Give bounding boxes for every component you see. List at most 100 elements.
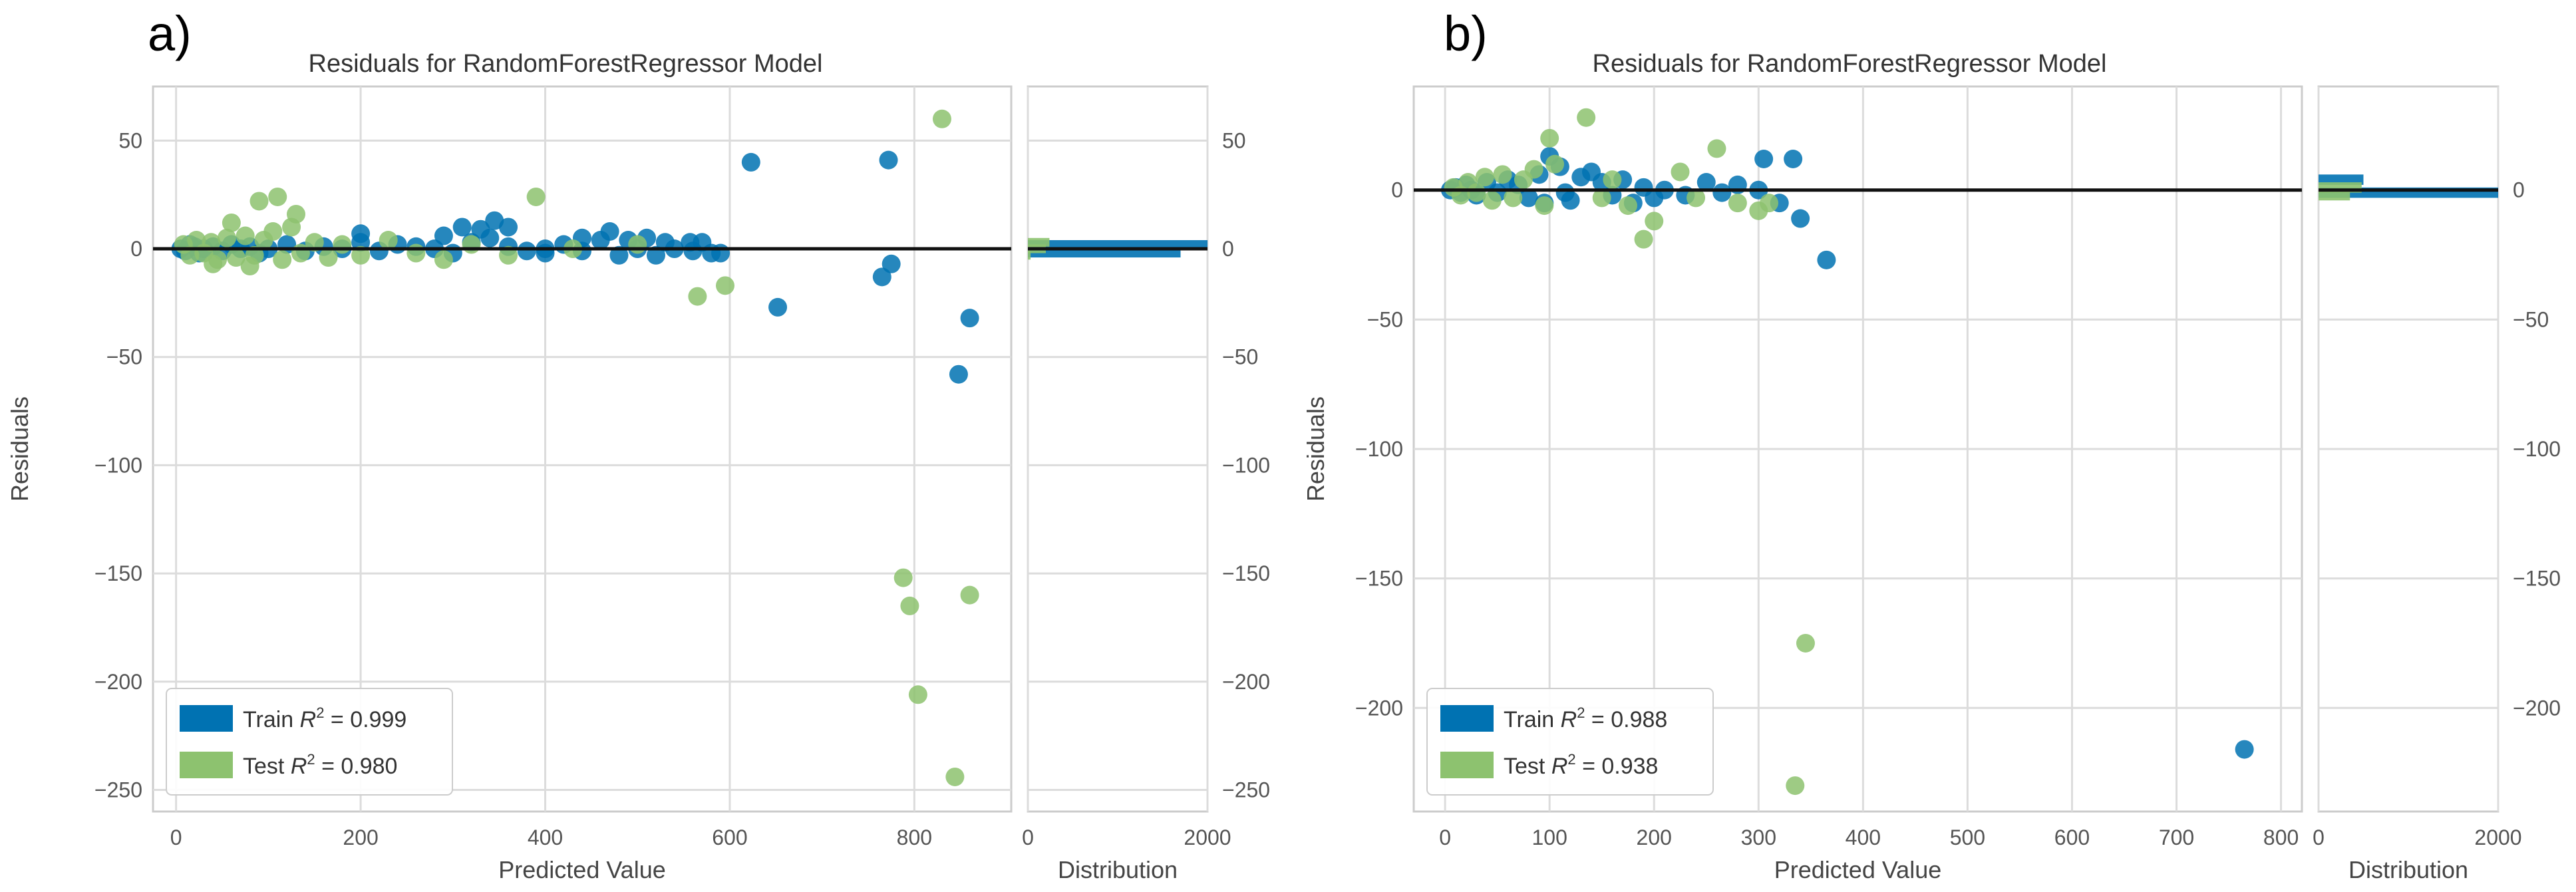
data-point [1603, 170, 1622, 190]
data-point [452, 218, 472, 237]
y-tick-label: −50 [1222, 345, 1258, 369]
data-point [646, 245, 665, 265]
x-tick-label: 300 [1741, 825, 1776, 849]
data-point [2235, 740, 2254, 759]
y-tick-label: −150 [1355, 567, 1403, 591]
data-point [1760, 194, 1778, 213]
panel-label-a: a) [148, 6, 192, 61]
data-point [202, 233, 221, 252]
distribution-plot-area [1027, 85, 1209, 813]
y-tick-label: −150 [94, 561, 142, 585]
data-point [1482, 191, 1502, 210]
data-point [268, 187, 287, 206]
residuals-panel-a: 0 200 400 600 800 50 0 −50 −100 −150 −200 −250 Resid… [6, 50, 1270, 883]
y-tick-label: −50 [106, 345, 142, 369]
y-tick-label: 0 [1222, 237, 1234, 261]
y-tick-label: −250 [94, 778, 142, 802]
data-point [287, 204, 305, 223]
distribution-panel: 0 2000 0 −50 −100 −150 −200 Distribution [2313, 85, 2561, 883]
legend-swatch [1440, 705, 1494, 732]
data-point [1817, 250, 1836, 269]
y-tick-label: −250 [1222, 778, 1270, 802]
legend-entry-label: Test R2 = 0.980 [243, 751, 397, 779]
y-tick-label: 50 [1222, 128, 1246, 152]
data-point [1535, 196, 1554, 216]
y-tick-label: −200 [1355, 696, 1403, 720]
distribution-axis-label: Distribution [2348, 856, 2468, 883]
x-axis-label: Predicted Value [498, 856, 666, 883]
data-point [1784, 150, 1803, 168]
data-point [536, 243, 555, 263]
data-point [499, 218, 518, 237]
residuals-panel-b: 0 100 200 300 400 500 600 700 800 0 −50 −100 −150 −20… [1302, 50, 2561, 883]
y-tick-label: −100 [94, 453, 142, 477]
x-tick-label: 200 [1637, 825, 1672, 849]
data-point [872, 267, 891, 287]
data-point [908, 685, 927, 704]
legend-swatch [1440, 752, 1494, 778]
x-tick-label: 2000 [2474, 825, 2521, 849]
histogram-bar [1028, 240, 1208, 249]
data-point [600, 222, 619, 241]
x-tick-label: 800 [2263, 825, 2299, 849]
data-point [249, 192, 269, 211]
y-axis-label: Residuals [6, 396, 33, 502]
y-axis-label: Residuals [1302, 396, 1329, 502]
data-point [1519, 188, 1538, 208]
series-test [174, 109, 979, 786]
histogram-bar [2319, 190, 2350, 201]
data-point [932, 109, 951, 128]
data-point [949, 365, 968, 384]
legend [1426, 688, 1714, 796]
legend-entry-label: Train R2 = 0.988 [1504, 704, 1667, 732]
legend-swatch [180, 752, 233, 778]
y-tick-label: −200 [94, 670, 142, 694]
legend-swatch [180, 705, 233, 732]
data-point [960, 585, 979, 605]
distribution-axis-label: Distribution [1058, 856, 1178, 883]
data-point [1645, 212, 1664, 231]
data-point [1524, 160, 1543, 179]
data-point [263, 222, 283, 241]
x-tick-label: 500 [1950, 825, 1985, 849]
x-tick-label: 0 [1022, 825, 1034, 849]
data-point [471, 220, 490, 239]
x-tick-label: 600 [2054, 825, 2090, 849]
data-point [526, 187, 546, 206]
data-point [716, 276, 734, 295]
data-point [900, 596, 919, 615]
histogram-bar [1028, 249, 1181, 258]
data-point [462, 235, 481, 254]
data-point [711, 243, 730, 263]
data-point [1671, 162, 1690, 182]
data-point [217, 228, 236, 247]
data-point [319, 248, 338, 267]
data-point [1504, 188, 1523, 208]
data-point [1577, 108, 1596, 127]
data-point [893, 568, 913, 587]
x-tick-label: 400 [1846, 825, 1881, 849]
data-point [434, 226, 453, 245]
data-point [1634, 229, 1653, 249]
chart-title: Residuals for RandomForestRegressor Mode… [1593, 50, 2107, 78]
data-point [681, 233, 700, 252]
data-point [333, 235, 352, 254]
data-point [1687, 188, 1706, 208]
data-point [240, 257, 259, 276]
data-point [1754, 150, 1774, 168]
x-tick-label: 0 [1439, 825, 1451, 849]
data-point [768, 297, 788, 317]
data-point [204, 254, 223, 273]
x-tick-label: 200 [343, 825, 378, 849]
distribution-panel: 0 2000 50 0 −50 −100 −150 −200 −250 Distribution [1022, 85, 1270, 883]
x-tick-label: 2000 [1184, 825, 1231, 849]
data-point [485, 211, 504, 230]
series-test [1444, 108, 1815, 796]
data-point [222, 213, 241, 232]
data-point [1796, 633, 1815, 653]
x-tick-label: 700 [2159, 825, 2194, 849]
data-point [180, 245, 200, 265]
data-point [351, 245, 371, 265]
data-point [655, 233, 675, 252]
x-tick-label: 100 [1531, 825, 1567, 849]
